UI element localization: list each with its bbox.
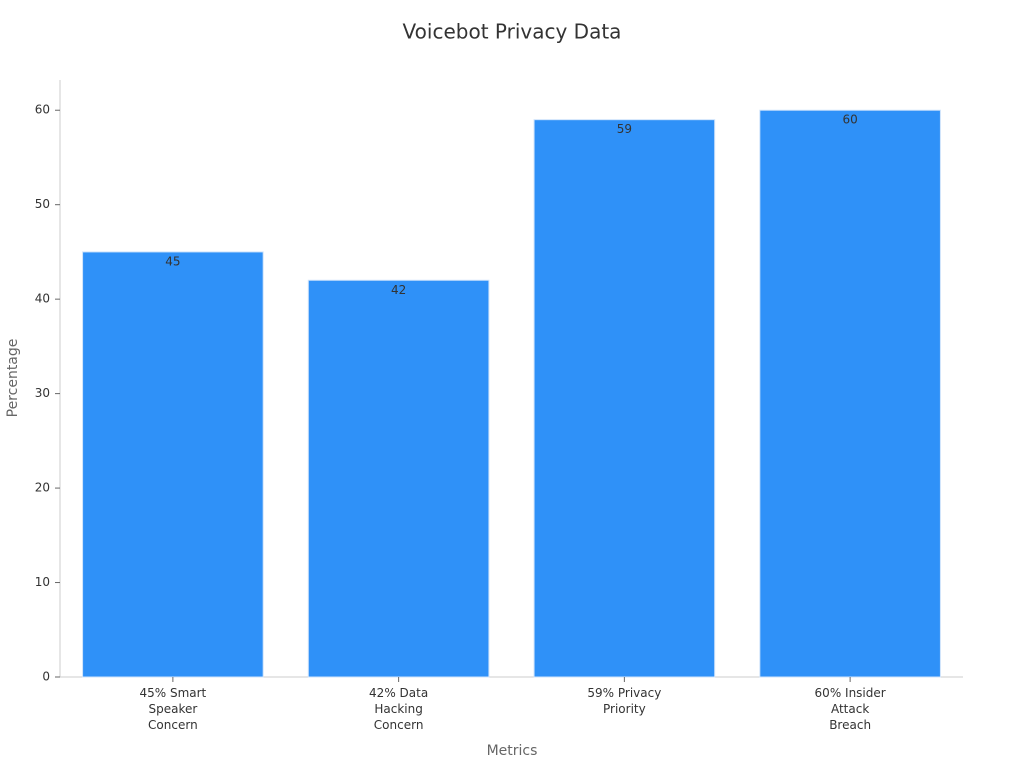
y-tick-label: 10 — [35, 575, 50, 589]
x-axis-label: Metrics — [487, 743, 538, 759]
x-tick-label: 60% Insider Attack Breach — [814, 686, 886, 732]
chart-title: Voicebot Privacy Data — [403, 20, 622, 44]
bar — [307, 279, 490, 678]
y-axis-label: Percentage — [5, 339, 21, 418]
bar — [533, 119, 716, 678]
bar — [82, 251, 264, 678]
bar — [759, 109, 941, 678]
x-tick-label: 42% Data Hacking Concern — [369, 686, 429, 732]
data-label: 59 — [617, 122, 632, 136]
y-tick-label: 40 — [35, 292, 50, 306]
y-tick-label: 50 — [35, 197, 50, 211]
y-tick-label: 0 — [42, 670, 50, 684]
data-label: 42 — [391, 283, 406, 297]
data-label: 60 — [842, 113, 857, 127]
data-label: 45 — [165, 254, 180, 268]
y-tick-label: 30 — [35, 386, 50, 400]
y-tick-label: 60 — [35, 103, 50, 117]
y-tick-label: 20 — [35, 481, 50, 495]
x-tick-label: 59% Privacy Priority — [587, 686, 662, 716]
x-tick-label: 45% Smart Speaker Concern — [139, 686, 207, 732]
